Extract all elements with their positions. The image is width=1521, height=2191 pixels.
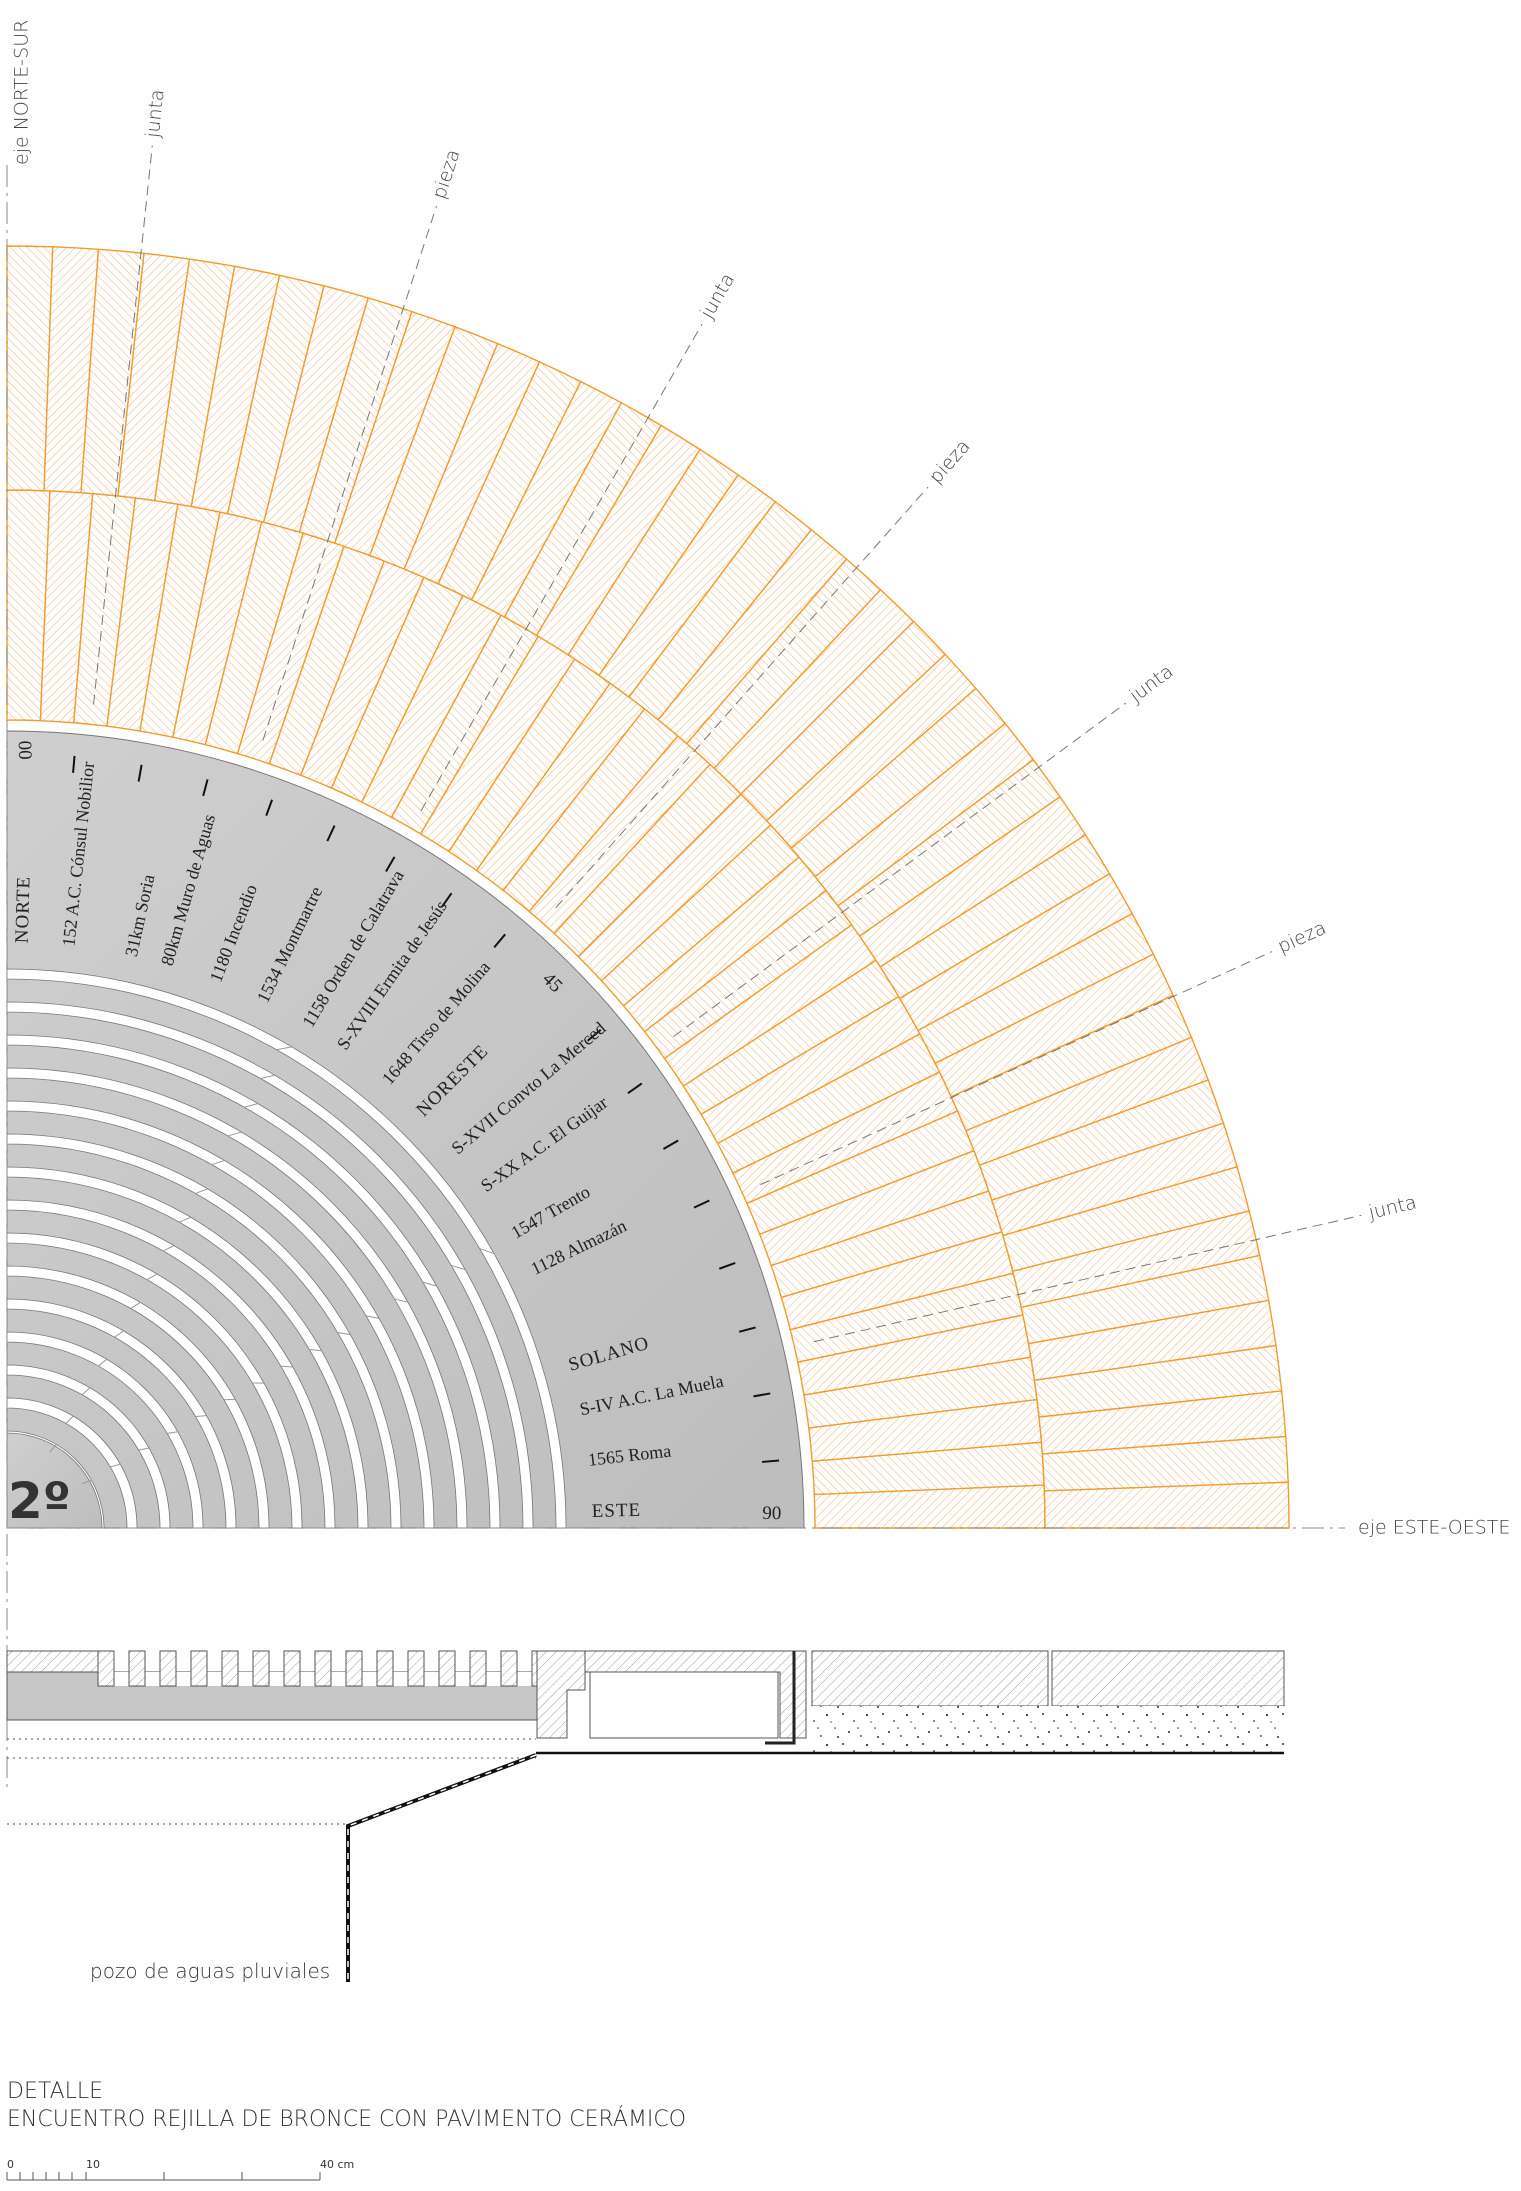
- scale-label: 40 cm: [320, 2158, 354, 2171]
- annotation: junta: [1125, 660, 1178, 707]
- grate-bar: [253, 1651, 269, 1686]
- ceramic-tile: [1044, 1482, 1289, 1528]
- annotation: pieza: [428, 147, 465, 202]
- section-tile: [1052, 1651, 1284, 1706]
- grate-bar: [191, 1651, 207, 1686]
- grate-bar: [160, 1651, 176, 1686]
- scale-label: 10: [86, 2158, 100, 2171]
- dial-label: ESTE: [591, 1500, 641, 1522]
- annotation: junta: [142, 88, 169, 139]
- annotation: pieza: [1274, 917, 1329, 958]
- scale-label: 0: [7, 2158, 14, 2171]
- footer-subtitle: ENCUENTRO REJILLA DE BRONCE CON PAVIMENT…: [7, 2106, 686, 2132]
- grate-bar: [501, 1651, 517, 1686]
- axis-label: eje NORTE-SUR: [11, 20, 33, 165]
- dial-degree: 00: [14, 740, 35, 759]
- grate-bar: [346, 1651, 362, 1686]
- grate-edge: [537, 1651, 585, 1738]
- section-label: pozo de aguas pluviales: [90, 1959, 330, 1983]
- grate-bar: [377, 1651, 393, 1686]
- mortar: [812, 1706, 1284, 1752]
- grate-bar: [439, 1651, 455, 1686]
- grate-bar: [284, 1651, 300, 1686]
- annotation: junta: [696, 270, 740, 324]
- grate-bar: [315, 1651, 331, 1686]
- channel-void: [590, 1672, 778, 1738]
- footer: DETALLE ENCUENTRO REJILLA DE BRONCE CON …: [7, 2079, 686, 2180]
- grate-frame: [7, 1651, 98, 1672]
- dial-degree: 90: [762, 1503, 781, 1524]
- grate-bar: [222, 1651, 238, 1686]
- dial-label: NORTE: [12, 876, 35, 944]
- drain-line: [348, 1755, 536, 1982]
- grate-bar: [98, 1651, 114, 1686]
- grate-bar: [408, 1651, 424, 1686]
- grate-bar: [129, 1651, 145, 1686]
- axis-label: eje ESTE-OESTE: [1358, 1517, 1510, 1539]
- annotation: junta: [1366, 1191, 1419, 1224]
- section-view: pozo de aguas pluviales: [7, 1651, 1284, 1983]
- grate-bar: [470, 1651, 486, 1686]
- annotation: pieza: [925, 435, 975, 488]
- section-tile: [812, 1651, 1048, 1706]
- footer-title: DETALLE: [7, 2079, 103, 2104]
- dial-badge: 2º: [8, 1472, 71, 1530]
